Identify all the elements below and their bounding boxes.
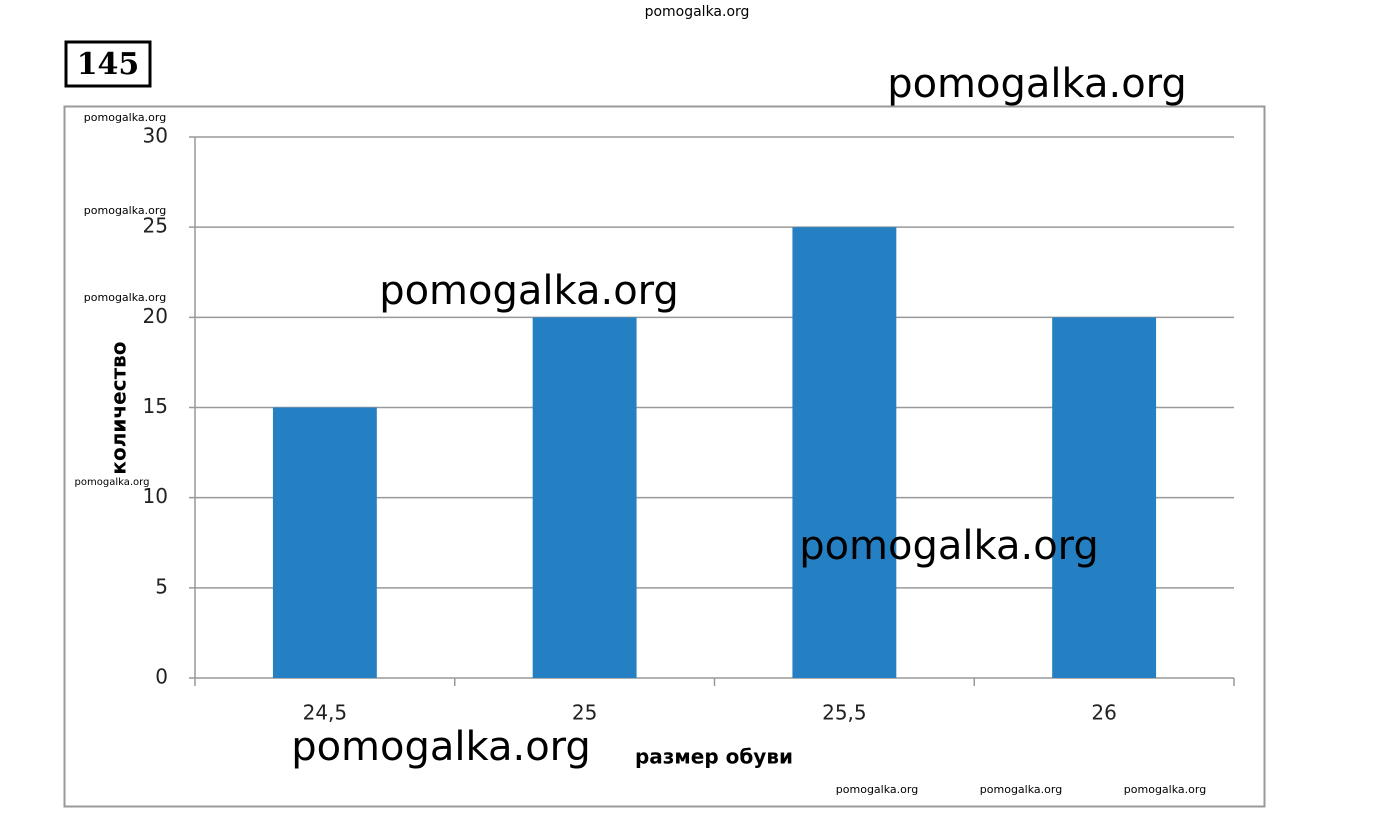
- x-tick-label: 25,5: [822, 701, 867, 725]
- watermark: pomogalka.org: [836, 783, 918, 796]
- watermark: pomogalka.org: [84, 291, 166, 304]
- bar: [532, 317, 637, 678]
- y-axis-label: количество: [107, 341, 131, 474]
- y-tick-label: 10: [143, 484, 168, 508]
- y-tick-label: 5: [155, 574, 168, 598]
- problem-number: 145: [77, 47, 140, 82]
- bar: [272, 407, 377, 678]
- watermark: pomogalka.org: [799, 523, 1099, 569]
- watermark: pomogalka.org: [84, 111, 166, 124]
- x-tick-label: 25: [572, 701, 597, 725]
- watermark: pomogalka.org: [291, 724, 591, 770]
- number-box: [64, 40, 152, 88]
- watermark: pomogalka.org: [645, 4, 750, 20]
- y-tick-label: 15: [143, 394, 168, 418]
- y-tick-label: 30: [143, 124, 168, 148]
- y-tick-label: 25: [143, 214, 168, 238]
- y-tick-label: 20: [143, 304, 168, 328]
- watermark: pomogalka.org: [980, 783, 1062, 796]
- x-axis-label: размер обуви: [635, 745, 793, 769]
- watermark: pomogalka.org: [379, 268, 679, 314]
- watermark: pomogalka.org: [75, 477, 150, 488]
- watermark: pomogalka.org: [887, 61, 1187, 107]
- bar: [1052, 317, 1157, 678]
- watermark: pomogalka.org: [84, 204, 166, 217]
- chart-frame: [63, 105, 1266, 808]
- y-tick-label: 0: [155, 665, 168, 689]
- bar: [792, 227, 897, 678]
- watermark: pomogalka.org: [1124, 783, 1206, 796]
- x-tick-label: 26: [1091, 701, 1116, 725]
- x-tick-label: 24,5: [303, 701, 348, 725]
